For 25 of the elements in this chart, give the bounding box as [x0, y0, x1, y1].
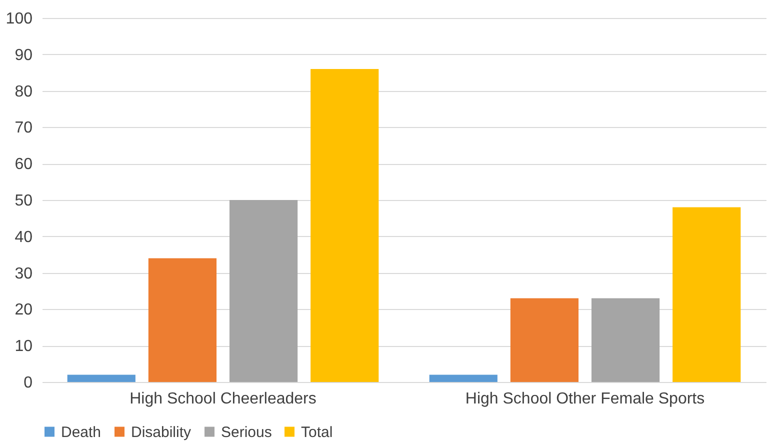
- y-tick-label: 10: [14, 338, 33, 356]
- legend-label: Death: [61, 424, 102, 441]
- bar: [148, 258, 217, 382]
- bar: [229, 200, 298, 382]
- y-tick-label: 30: [14, 265, 33, 282]
- y-tick-label: 60: [14, 156, 33, 174]
- bar: [429, 374, 498, 382]
- legend-label: Disability: [131, 424, 192, 441]
- y-tick-label: 50: [14, 192, 33, 210]
- y-tick-label: 90: [14, 46, 33, 64]
- bar: [67, 374, 136, 382]
- bar: [510, 298, 579, 382]
- y-tick-label: 0: [24, 374, 33, 392]
- x-tick-label: High School Cheerleaders: [130, 390, 316, 408]
- bar: [310, 68, 379, 382]
- y-tick-label: 100: [6, 10, 33, 28]
- y-tick-label: 80: [14, 83, 33, 100]
- x-tick-label: High School Other Female Sports: [465, 390, 705, 408]
- legend-label: Serious: [221, 424, 272, 441]
- y-tick-label: 40: [14, 228, 33, 246]
- y-tick-label: 20: [14, 302, 33, 319]
- legend-label: Total: [301, 424, 333, 441]
- y-tick-label: 70: [14, 120, 33, 137]
- bar: [591, 298, 660, 382]
- bar: [672, 207, 741, 382]
